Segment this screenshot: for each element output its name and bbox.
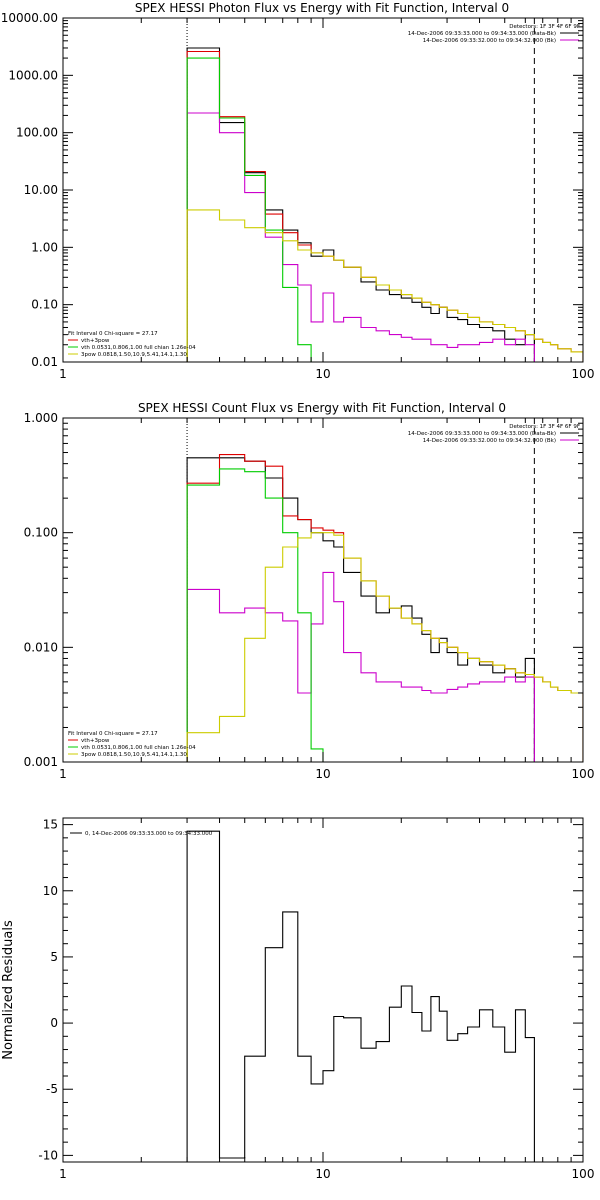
series-3pow-line	[186, 209, 583, 362]
x-tick-label: 10	[315, 767, 330, 781]
x-tick-label: 100	[572, 767, 595, 781]
y-tick-label: 10.00	[24, 183, 58, 197]
y-axis	[63, 17, 583, 363]
legend-entry: 14-Dec-2006 09:33:32.000 to 09:34:32.000…	[423, 38, 556, 44]
series-vth-line	[186, 468, 324, 762]
y-tick-label: 0.010	[24, 640, 58, 654]
series-bk-line	[186, 112, 535, 362]
x-tick-label: 10	[315, 367, 330, 381]
fit-legend-entry: 3pow 0.0818,1.50,10.9,5.41,14.1,1.30	[81, 352, 187, 358]
x-axis	[62, 818, 572, 1162]
count-flux-panel: SPEX HESSI Count Flux vs Energy with Fit…	[24, 401, 595, 781]
photon-flux-panel: SPEX HESSI Photon Flux vs Energy with Fi…	[1, 1, 595, 381]
y-tick-label: -5	[46, 1082, 58, 1096]
x-tick-label: 1	[59, 367, 67, 381]
residuals-y-axis-label: Normalized Residuals	[1, 920, 16, 1060]
y-tick-label: 5	[50, 950, 58, 964]
x-axis	[62, 18, 572, 362]
y-tick-label: 1.00	[31, 240, 58, 254]
y-tick-label: 0.001	[24, 755, 58, 769]
legend-entry: 14-Dec-2006 09:33:33.000 to 09:34:33.000…	[408, 31, 556, 37]
plot-frame	[62, 817, 584, 1163]
fit-legend-entry: 3pow 0.0818,1.50,10.9,5.41,14.1,1.30	[81, 752, 187, 758]
fit-legend-entry: vth 0.0531,0.806,1.00 full chian 1.26e-0…	[81, 745, 196, 751]
series-vth-3pow-line	[186, 50, 583, 362]
x-tick-label: 10	[315, 1167, 330, 1181]
residual-legend-entry: 0, 14-Dec-2006 09:33:33.000 to 09:34:33.…	[85, 831, 213, 837]
y-tick-label: 10000.00	[1, 11, 58, 25]
x-tick-label: 100	[572, 1167, 595, 1181]
x-tick-label: 1	[59, 767, 67, 781]
x-tick-label: 100	[572, 367, 595, 381]
fit-legend-header: Fit Interval 0 Chi-square = 27.17	[68, 331, 158, 337]
y-tick-label: 15	[43, 818, 58, 832]
y-tick-label: 0.100	[24, 526, 58, 540]
fit-legend-header: Fit Interval 0 Chi-square = 27.17	[68, 731, 158, 737]
y-tick-label: 0.01	[31, 355, 58, 369]
x-tick-label: 1	[59, 1167, 67, 1181]
series-series-line	[186, 830, 535, 1162]
y-axis	[63, 417, 583, 763]
legend-entry: 14-Dec-2006 09:33:32.000 to 09:34:32.000…	[423, 438, 556, 444]
y-tick-label: 100.00	[16, 126, 58, 140]
fit-legend-entry: vth+3pow	[81, 338, 110, 344]
y-tick-label: 0.10	[31, 298, 58, 312]
legend-entry: 14-Dec-2006 09:33:33.000 to 09:34:33.000…	[408, 431, 556, 437]
fit-legend-entry: vth 0.0531,0.806,1.00 full chian 1.26e-0…	[81, 345, 196, 351]
legend-header: Detectors: 1F 3F 4F 6F 9F	[509, 24, 580, 30]
y-tick-label: 10	[43, 884, 58, 898]
residuals-panel: Normalized Residuals 1 10 100 -10 -5 0 5 10 15 0,…	[1, 817, 595, 1181]
legend-header: Detectors: 1F 3F 4F 6F 9F	[509, 424, 580, 430]
y-tick-label: 0	[50, 1016, 58, 1030]
series-3pow-line	[186, 532, 583, 762]
y-axis	[63, 824, 583, 1156]
y-tick-label: 1.000	[24, 411, 58, 425]
count-flux-title: SPEX HESSI Count Flux vs Energy with Fit…	[138, 401, 506, 415]
photon-flux-title: SPEX HESSI Photon Flux vs Energy with Fi…	[135, 1, 509, 15]
y-tick-label: -10	[38, 1148, 58, 1162]
series-bk-line	[186, 571, 535, 762]
fit-legend-entry: vth+3pow	[81, 738, 110, 744]
y-tick-label: 1000.00	[8, 68, 58, 82]
x-axis	[62, 418, 572, 762]
series-data-bk-line	[186, 47, 535, 362]
series-data-bk-line	[186, 457, 535, 762]
